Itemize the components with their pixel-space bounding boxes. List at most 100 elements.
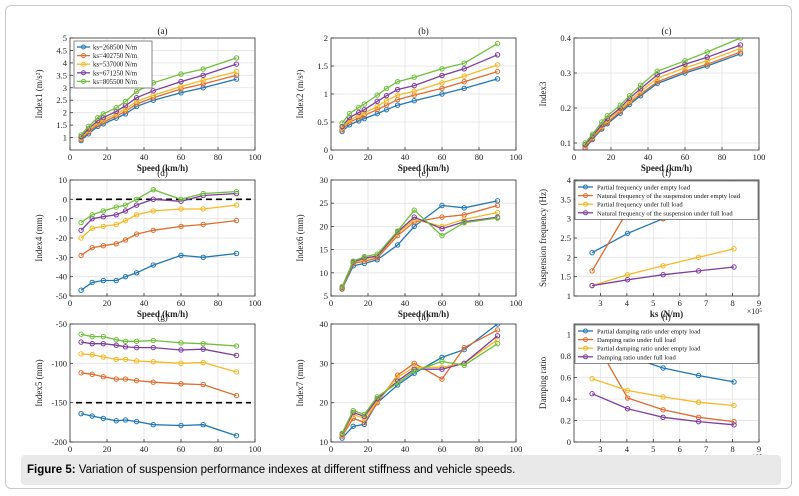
data-point	[494, 52, 501, 58]
y-tick-label: 10	[59, 175, 68, 185]
data-point	[704, 54, 710, 60]
y-tick-label: 20	[320, 398, 329, 408]
data-point	[339, 120, 345, 126]
data-point	[150, 379, 156, 385]
legend-entry: Natural frequency of the suspension unde…	[597, 210, 733, 217]
y-tick-label: 1	[567, 330, 571, 340]
y-tick-label: 2	[324, 33, 328, 43]
x-tick-label: 60	[177, 444, 186, 454]
data-point	[100, 415, 107, 422]
data-point	[494, 76, 501, 82]
panel-title: (f)	[662, 168, 671, 178]
panel-c: 0 20 40 60 80 100 0.1 0.2 0.3 0.4 (c) Speed (km/h) I…	[538, 26, 765, 173]
y-tick-label: -50	[56, 319, 67, 329]
y-tick-label: 3.5	[560, 194, 571, 204]
data-point	[604, 113, 610, 119]
y-tick-label: 0.4	[560, 33, 571, 43]
data-point	[133, 88, 140, 95]
y-tick-label: 0.1	[560, 138, 571, 148]
x-tick-label: 0	[68, 444, 72, 454]
data-point	[361, 101, 367, 107]
series-line	[80, 204, 237, 239]
x-tick-label: 20	[103, 152, 112, 162]
y-tick-label: 10	[320, 437, 329, 447]
data-point	[695, 399, 702, 406]
data-point	[589, 131, 596, 137]
data-point	[695, 418, 702, 425]
data-point	[589, 282, 595, 289]
data-point	[737, 49, 744, 55]
series-line	[591, 335, 735, 423]
data-point	[461, 362, 467, 368]
y-tick-label: 3	[567, 214, 571, 224]
data-point	[150, 227, 156, 233]
x-tick-label: 4	[625, 444, 630, 454]
panel-g: 0 20 40 60 80 100 -200 -150 -100 -50 (g)Speed (km/…	[34, 312, 261, 459]
data-point	[383, 85, 390, 92]
x-tick-label: 6	[678, 298, 682, 308]
legend-entry: Damping ratio under full load	[597, 337, 676, 344]
data-point	[89, 351, 95, 358]
data-point	[113, 221, 119, 228]
data-point	[122, 106, 129, 112]
x-tick-label: 20	[364, 444, 373, 454]
data-point	[439, 232, 445, 239]
legend-entry: ks=671250 N/m	[93, 70, 138, 77]
data-point	[78, 287, 84, 293]
y-tick-label: 0.8	[560, 351, 571, 361]
y-tick-label: 0.4	[560, 394, 571, 404]
data-point	[361, 115, 367, 122]
y-tick-label: -10	[56, 214, 67, 224]
data-point	[78, 132, 84, 138]
x-tick-label: 0	[572, 152, 576, 162]
series-line	[80, 63, 237, 138]
data-point	[660, 365, 666, 371]
data-point	[617, 102, 623, 108]
data-point	[660, 414, 666, 421]
legend-entry: Natural frequency of the suspension unde…	[597, 193, 741, 200]
data-point	[233, 369, 240, 375]
data-point	[200, 206, 206, 212]
data-point	[150, 337, 156, 344]
data-point	[394, 242, 401, 248]
data-point	[95, 114, 101, 121]
data-point	[100, 208, 107, 214]
x-tick-label: 100	[510, 444, 523, 454]
series-line	[584, 47, 741, 147]
data-point	[494, 202, 501, 209]
series-line	[591, 378, 735, 407]
data-point	[100, 223, 107, 230]
series-line	[80, 192, 237, 231]
x-tick-label: 100	[510, 152, 523, 162]
data-point	[78, 331, 84, 337]
data-point	[637, 86, 644, 92]
data-point	[233, 250, 240, 257]
data-point	[374, 92, 380, 98]
x-tick-label: 20	[103, 444, 112, 454]
series-line	[80, 188, 237, 224]
data-point	[233, 202, 240, 208]
data-point	[133, 196, 140, 203]
y-tick-label: -100	[51, 358, 67, 368]
data-point	[439, 202, 445, 209]
data-point	[122, 344, 129, 350]
series-line	[584, 38, 741, 144]
plot-frame	[573, 37, 760, 151]
data-point	[682, 68, 688, 74]
data-point	[737, 42, 744, 48]
data-point	[100, 333, 107, 340]
y-tick-label: 5	[324, 291, 328, 301]
data-point	[233, 76, 240, 82]
x-tick-label: 5	[651, 444, 655, 454]
x-tick-label: 20	[103, 298, 112, 308]
series-line	[80, 413, 237, 437]
series-line	[80, 70, 237, 139]
x-tick-label: 80	[214, 444, 223, 454]
y-tick-label: 1	[567, 291, 571, 301]
legend-entry: ks=537000 N/m	[93, 62, 138, 69]
series-line	[81, 372, 237, 397]
series-line	[591, 266, 735, 287]
series-line	[80, 252, 237, 291]
data-point	[374, 251, 380, 257]
data-point	[133, 231, 140, 237]
